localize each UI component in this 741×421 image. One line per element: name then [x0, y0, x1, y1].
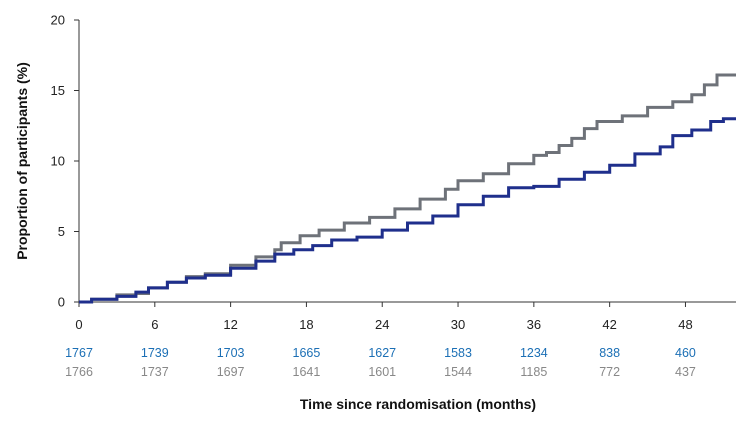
x-tick-label: 48	[678, 317, 692, 332]
number-at-risk-cell: 1583	[444, 346, 472, 360]
number-at-risk-cell: 1737	[141, 365, 169, 379]
y-tick-label: 10	[51, 154, 65, 169]
number-at-risk-cell: 1601	[368, 365, 396, 379]
number-at-risk-cell: 1185	[520, 365, 547, 379]
y-axis-label: Proportion of participants (%)	[14, 62, 30, 260]
survival-curve-grey	[79, 73, 736, 304]
x-tick-label: 36	[527, 317, 541, 332]
number-at-risk-cell: 1627	[368, 346, 396, 360]
number-at-risk-cell: 460	[675, 346, 696, 360]
number-at-risk-cell: 1766	[65, 365, 93, 379]
number-at-risk-cell: 1697	[217, 365, 245, 379]
series-lines	[79, 73, 736, 304]
number-at-risk-cell: 437	[675, 365, 696, 379]
number-at-risk-cell: 1767	[65, 346, 93, 360]
x-ticks: 0 6 12 18 24 30 36 42 48	[75, 302, 693, 332]
x-tick-label: 42	[602, 317, 616, 332]
x-tick-label: 0	[75, 317, 82, 332]
y-tick-label: 20	[51, 13, 65, 28]
y-tick-label: 5	[58, 224, 65, 239]
y-tick-label: 15	[51, 83, 65, 98]
numbers-at-risk-table: 1767 1739 1703 1665 1627 1583 1234 838 460 1766 17…	[65, 346, 696, 379]
number-at-risk-cell: 1739	[141, 346, 169, 360]
number-at-risk-cell: 1544	[444, 365, 472, 379]
number-at-risk-cell: 1234	[520, 346, 548, 360]
survival-curve-blue	[79, 117, 736, 304]
x-axis-label: Time since randomisation (months)	[300, 396, 536, 412]
number-at-risk-cell: 1703	[217, 346, 245, 360]
x-tick-label: 30	[451, 317, 465, 332]
x-tick-label: 12	[223, 317, 237, 332]
x-tick-label: 24	[375, 317, 389, 332]
number-at-risk-cell: 1641	[293, 365, 321, 379]
number-at-risk-cell: 772	[599, 365, 620, 379]
number-at-risk-cell: 1665	[293, 346, 321, 360]
axes	[78, 20, 736, 303]
x-tick-label: 6	[151, 317, 158, 332]
number-at-risk-cell: 838	[599, 346, 620, 360]
y-tick-label: 0	[58, 295, 65, 310]
y-ticks: 0 5 10 15 20	[51, 13, 79, 310]
x-tick-label: 18	[299, 317, 313, 332]
